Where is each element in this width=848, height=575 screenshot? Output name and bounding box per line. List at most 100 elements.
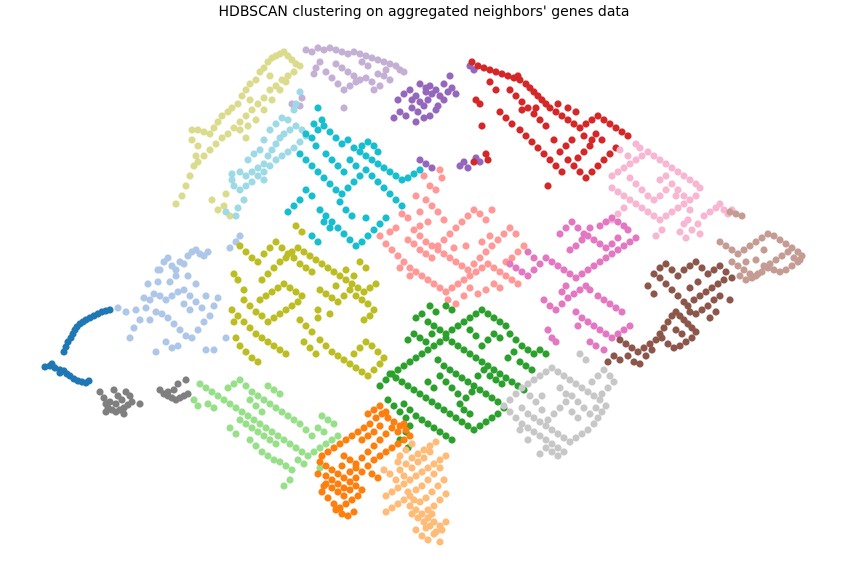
cluster-15-point-10	[256, 420, 264, 428]
cluster-3-point-5	[192, 152, 200, 160]
cluster-14-point-105	[312, 350, 320, 358]
cluster-12-point-15	[596, 258, 604, 266]
cluster-8-point-66	[484, 156, 492, 164]
cluster-9-point-8	[656, 156, 664, 164]
cluster-17-point-9	[572, 434, 580, 442]
cluster-12-point-52	[556, 230, 564, 238]
cluster-13-point-27	[696, 292, 704, 300]
cluster-11-point-58	[434, 208, 442, 216]
cluster-12-point-42	[552, 338, 560, 346]
cluster-6-point-9	[356, 148, 364, 156]
cluster-3-point-39	[254, 100, 262, 108]
cluster-8-point-79	[572, 108, 580, 116]
cluster-12-point-75	[574, 322, 582, 330]
cluster-14-point-110	[332, 282, 340, 290]
cluster-8-point-23	[594, 112, 602, 120]
cluster-14-point-15	[286, 284, 294, 292]
cluster-18-point-67	[340, 484, 348, 492]
cluster-12-point-18	[614, 246, 622, 254]
cluster-15-point-26	[318, 412, 326, 420]
cluster-8-point-56	[580, 148, 588, 156]
cluster-19-point-4	[406, 476, 414, 484]
cluster-14-point-34	[294, 244, 302, 252]
cluster-12-point-73	[592, 342, 600, 350]
cluster-7-point-12	[448, 84, 456, 92]
cluster-5-point-20	[260, 168, 268, 176]
cluster-7-point-27	[446, 72, 454, 80]
cluster-12-point-33	[590, 322, 598, 330]
cluster-7-point-2	[406, 86, 414, 94]
cluster-9-point-7	[650, 152, 658, 160]
cluster-18-point-70	[358, 436, 366, 444]
cluster-18-point-72	[370, 428, 378, 436]
cluster-11-point-66	[398, 210, 406, 218]
cluster-14-point-38	[318, 260, 326, 268]
cluster-10-point-32	[766, 260, 774, 268]
cluster-18-point-22	[364, 462, 372, 470]
cluster-14-point-64	[340, 356, 348, 364]
cluster-6-point-22	[308, 162, 316, 170]
cluster-8-point-4	[492, 68, 500, 76]
cluster-19-point-51	[434, 482, 442, 490]
cluster-6-point-68	[312, 142, 320, 150]
cluster-9-point-64	[696, 230, 704, 238]
cluster-12-point-37	[614, 330, 622, 338]
cluster-19-point-38	[420, 446, 428, 454]
cluster-12-point-4	[530, 266, 538, 274]
cluster-9-point-17	[686, 196, 694, 204]
cluster-3-point-63	[246, 96, 254, 104]
cluster-14-point-41	[336, 272, 344, 280]
cluster-9-point-29	[614, 188, 622, 196]
cluster-13-point-18	[682, 338, 690, 346]
cluster-2-point-32	[214, 294, 222, 302]
cluster-14-point-88	[302, 264, 310, 272]
cluster-8-point-78	[564, 104, 572, 112]
cluster-16-point-0	[376, 382, 384, 390]
cluster-12-point-35	[602, 330, 610, 338]
cluster-1-point-17	[120, 410, 128, 418]
cluster-16-point-97	[492, 376, 500, 384]
cluster-15-point-48	[248, 388, 256, 396]
cluster-14-point-58	[366, 312, 374, 320]
cluster-2-point-45	[184, 272, 192, 280]
cluster-6-point-67	[370, 142, 378, 150]
cluster-16-point-59	[482, 390, 490, 398]
cluster-8-point-6	[504, 72, 512, 80]
cluster-16-point-79	[398, 378, 406, 386]
cluster-5-point-25	[230, 182, 238, 190]
cluster-5-point-23	[242, 182, 250, 190]
cluster-5-point-5	[264, 152, 272, 160]
cluster-13-point-66	[604, 358, 612, 366]
cluster-12-point-66	[586, 286, 594, 294]
cluster-7-point-31	[422, 160, 430, 168]
cluster-16-point-82	[400, 400, 408, 408]
cluster-5-point-24	[236, 186, 244, 194]
cluster-6-point-62	[340, 168, 348, 176]
cluster-10-point-29	[748, 274, 756, 282]
cluster-11-point-87	[478, 238, 486, 246]
cluster-11-point-64	[410, 226, 418, 234]
cluster-17-point-26	[536, 372, 544, 380]
cluster-7-point-20	[396, 108, 404, 116]
cluster-15-point-41	[288, 466, 296, 474]
cluster-5-point-37	[234, 204, 242, 212]
cluster-15-point-21	[322, 440, 330, 448]
cluster-11-point-32	[464, 266, 472, 274]
cluster-6-point-11	[368, 156, 376, 164]
cluster-6-point-37	[398, 202, 406, 210]
cluster-3-point-37	[266, 86, 274, 94]
cluster-4-point-37	[340, 104, 348, 112]
cluster-19-point-54	[416, 498, 424, 506]
cluster-15-point-42	[294, 456, 302, 464]
cluster-10	[716, 208, 806, 284]
cluster-17-point-19	[578, 384, 586, 392]
cluster-16-point-60	[488, 394, 496, 402]
cluster-9-point-65	[684, 216, 692, 224]
cluster-15-point-73	[316, 464, 324, 472]
cluster-14-point-108	[314, 306, 322, 314]
cluster-10-point-4	[740, 246, 748, 254]
cluster-6-point-53	[326, 224, 334, 232]
cluster-17-point-67	[538, 392, 546, 400]
cluster-15-point-28	[242, 420, 250, 428]
cluster-6-point-28	[344, 184, 352, 192]
